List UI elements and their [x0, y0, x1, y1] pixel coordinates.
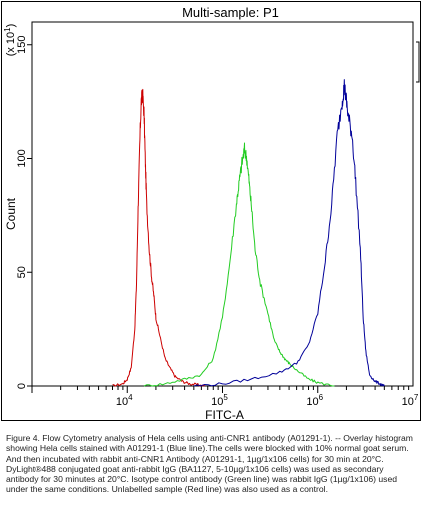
- y-tick-label: 100: [16, 149, 28, 167]
- x-tick-label: 107: [402, 393, 419, 408]
- x-axis-title: FITC-A: [205, 408, 244, 420]
- x-tick-label: 106: [306, 393, 323, 408]
- series-green-line: [143, 142, 335, 387]
- plot-area: [31, 21, 414, 387]
- y-tick-label: 50: [16, 266, 28, 278]
- figure-caption: Figure 4. Flow Cytometry analysis of Hel…: [6, 433, 413, 495]
- y-multiplier-label: (x 101): [3, 24, 17, 57]
- chart-title: Multi-sample: P1: [182, 5, 279, 20]
- y-tick-label: 0: [16, 383, 28, 389]
- series-red-line: [112, 88, 206, 387]
- histogram-chart: Multi-sample: P1 0 50 100 150(x 101) 104 105 10…: [3, 5, 420, 420]
- x-tick-label: 104: [116, 393, 133, 408]
- y-tick-label: 150: [16, 36, 28, 54]
- edge-bracket: [416, 41, 420, 83]
- y-axis-title: Count: [4, 197, 18, 230]
- x-tick-label: 105: [211, 393, 228, 408]
- chart-frame: Multi-sample: P1 0 50 100 150 (x 101) 104 105 10…: [1, 1, 421, 421]
- series-blue-line: [193, 79, 385, 387]
